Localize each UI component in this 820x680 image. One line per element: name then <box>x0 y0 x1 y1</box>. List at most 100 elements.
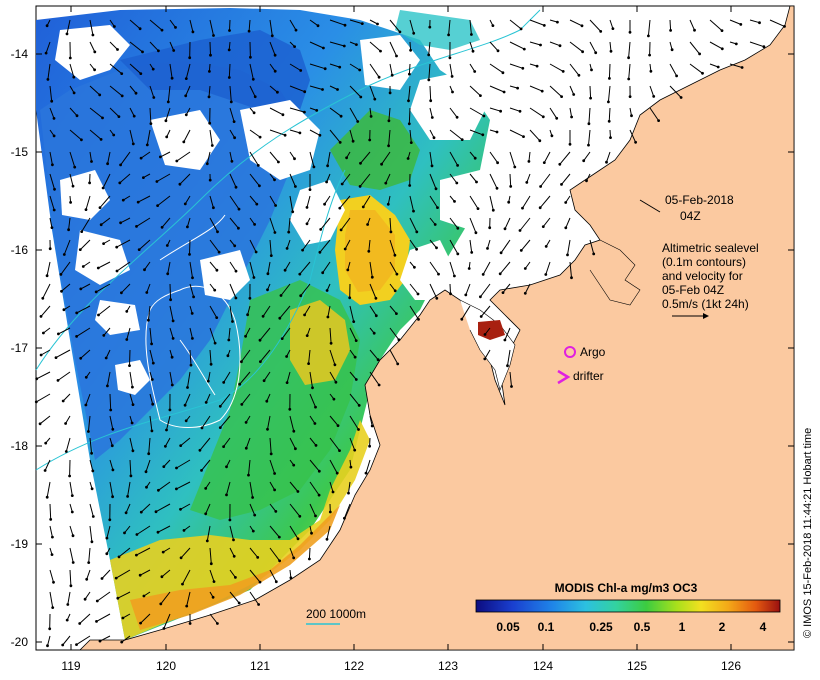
velocity-arrow-head <box>137 248 141 252</box>
velocity-arrow-head <box>319 228 323 231</box>
drifter-marker: drifter <box>557 369 604 385</box>
velocity-arrow-head <box>495 130 499 134</box>
velocity-arrow-head <box>506 364 509 368</box>
velocity-arrow-head <box>182 140 186 144</box>
velocity-arrow-head <box>169 298 173 302</box>
velocity-arrow-head <box>318 133 322 137</box>
velocity-arrow-head <box>159 155 162 159</box>
velocity-arrow-head <box>669 29 672 32</box>
velocity-arrow-head <box>501 71 505 75</box>
velocity-arrow <box>269 437 272 454</box>
velocity-arrow-head <box>558 162 562 166</box>
colorbar-label: 1 <box>679 620 686 634</box>
velocity-arrow <box>269 63 276 72</box>
velocity-arrow-head <box>370 275 374 279</box>
velocity-arrow-head <box>237 207 241 211</box>
velocity-arrow <box>89 525 93 542</box>
velocity-arrow <box>429 195 438 208</box>
velocity-arrow-head <box>698 52 701 56</box>
velocity-arrow-head <box>368 138 372 142</box>
velocity-arrow-head <box>283 268 287 272</box>
velocity-arrow-head <box>49 518 53 521</box>
velocity-arrow <box>209 129 213 146</box>
velocity-arrow-head <box>587 122 591 126</box>
velocity-arrow <box>289 195 294 212</box>
velocity-arrow <box>229 547 235 557</box>
velocity-arrow-head <box>389 230 393 234</box>
velocity-arrow <box>389 41 397 57</box>
velocity-arrow <box>327 305 331 318</box>
velocity-arrow-head <box>360 22 364 25</box>
velocity-arrow <box>249 481 254 498</box>
velocity-arrow-head <box>541 115 545 119</box>
axis-ticks <box>36 6 794 650</box>
velocity-arrow-head <box>66 603 70 606</box>
velocity-arrow <box>269 151 279 163</box>
velocity-arrow-head <box>479 315 483 318</box>
velocity-arrow-head <box>314 405 317 409</box>
velocity-arrow-head <box>112 133 116 137</box>
velocity-arrow-head <box>254 250 258 254</box>
velocity-arrow <box>369 371 380 386</box>
velocity-arrow <box>62 635 71 646</box>
velocity-arrow <box>286 239 291 249</box>
velocity-arrow-head <box>503 338 507 342</box>
velocity-arrow <box>69 63 75 78</box>
velocity-arrow-head <box>90 451 93 455</box>
velocity-arrow <box>649 107 660 121</box>
velocity-arrow <box>259 327 271 341</box>
velocity-arrow-head <box>222 445 226 448</box>
velocity-arrow-head <box>720 47 724 51</box>
velocity-arrow <box>339 195 351 209</box>
velocity-arrow-head <box>608 77 611 80</box>
velocity-arrow-head <box>116 596 120 600</box>
velocity-arrow-head <box>273 472 276 475</box>
velocity-arrow-head <box>262 379 266 383</box>
velocity-arrow <box>164 437 171 447</box>
x-axis-labels: 119 120 121 122 123 124 125 126 <box>61 659 741 673</box>
velocity-arrow-head <box>298 272 302 276</box>
velocity-arrow <box>160 151 171 158</box>
velocity-arrow-head <box>432 136 436 140</box>
argo-icon <box>564 346 576 358</box>
velocity-arrow <box>769 19 785 27</box>
velocity-arrow-head <box>314 444 318 447</box>
velocity-arrow <box>247 305 251 315</box>
velocity-arrow-head <box>145 143 149 147</box>
velocity-arrow-head <box>278 316 282 320</box>
velocity-arrow-head <box>182 529 186 532</box>
velocity-arrow-head <box>64 450 68 453</box>
velocity-arrow-head <box>288 407 292 411</box>
velocity-arrow <box>469 41 474 52</box>
velocity-arrow-head <box>155 180 159 183</box>
velocity-arrow <box>89 151 92 162</box>
velocity-arrow-head <box>50 99 54 103</box>
velocity-arrow-head <box>154 510 158 514</box>
velocity-arrow-head <box>407 122 411 126</box>
velocity-arrow <box>229 173 237 188</box>
velocity-arrow <box>109 63 123 74</box>
velocity-arrow-head <box>46 78 50 81</box>
velocity-arrow-head <box>321 88 324 91</box>
velocity-arrow <box>269 85 278 93</box>
velocity-arrow <box>149 349 154 364</box>
velocity-arrow <box>189 239 191 255</box>
velocity-arrow-head <box>498 272 502 276</box>
velocity-arrow <box>229 261 237 272</box>
velocity-arrow-head <box>340 182 344 186</box>
velocity-arrow <box>389 239 396 256</box>
velocity-arrow-head <box>52 117 56 120</box>
velocity-arrow-head <box>273 53 277 57</box>
velocity-arrow <box>86 569 91 580</box>
velocity-arrow <box>129 63 142 74</box>
velocity-arrow <box>95 283 111 293</box>
velocity-arrow-head <box>205 162 209 166</box>
credit-text: © IMOS 15-Feb-2018 11:44:21 Hobart time <box>802 428 814 638</box>
velocity-arrow <box>249 569 261 583</box>
velocity-arrow-head <box>42 331 45 335</box>
velocity-arrow-head <box>455 181 459 185</box>
velocity-arrow-head <box>279 294 283 297</box>
velocity-arrow <box>469 63 476 72</box>
velocity-arrow <box>147 305 151 321</box>
velocity-arrow-head <box>247 473 250 477</box>
